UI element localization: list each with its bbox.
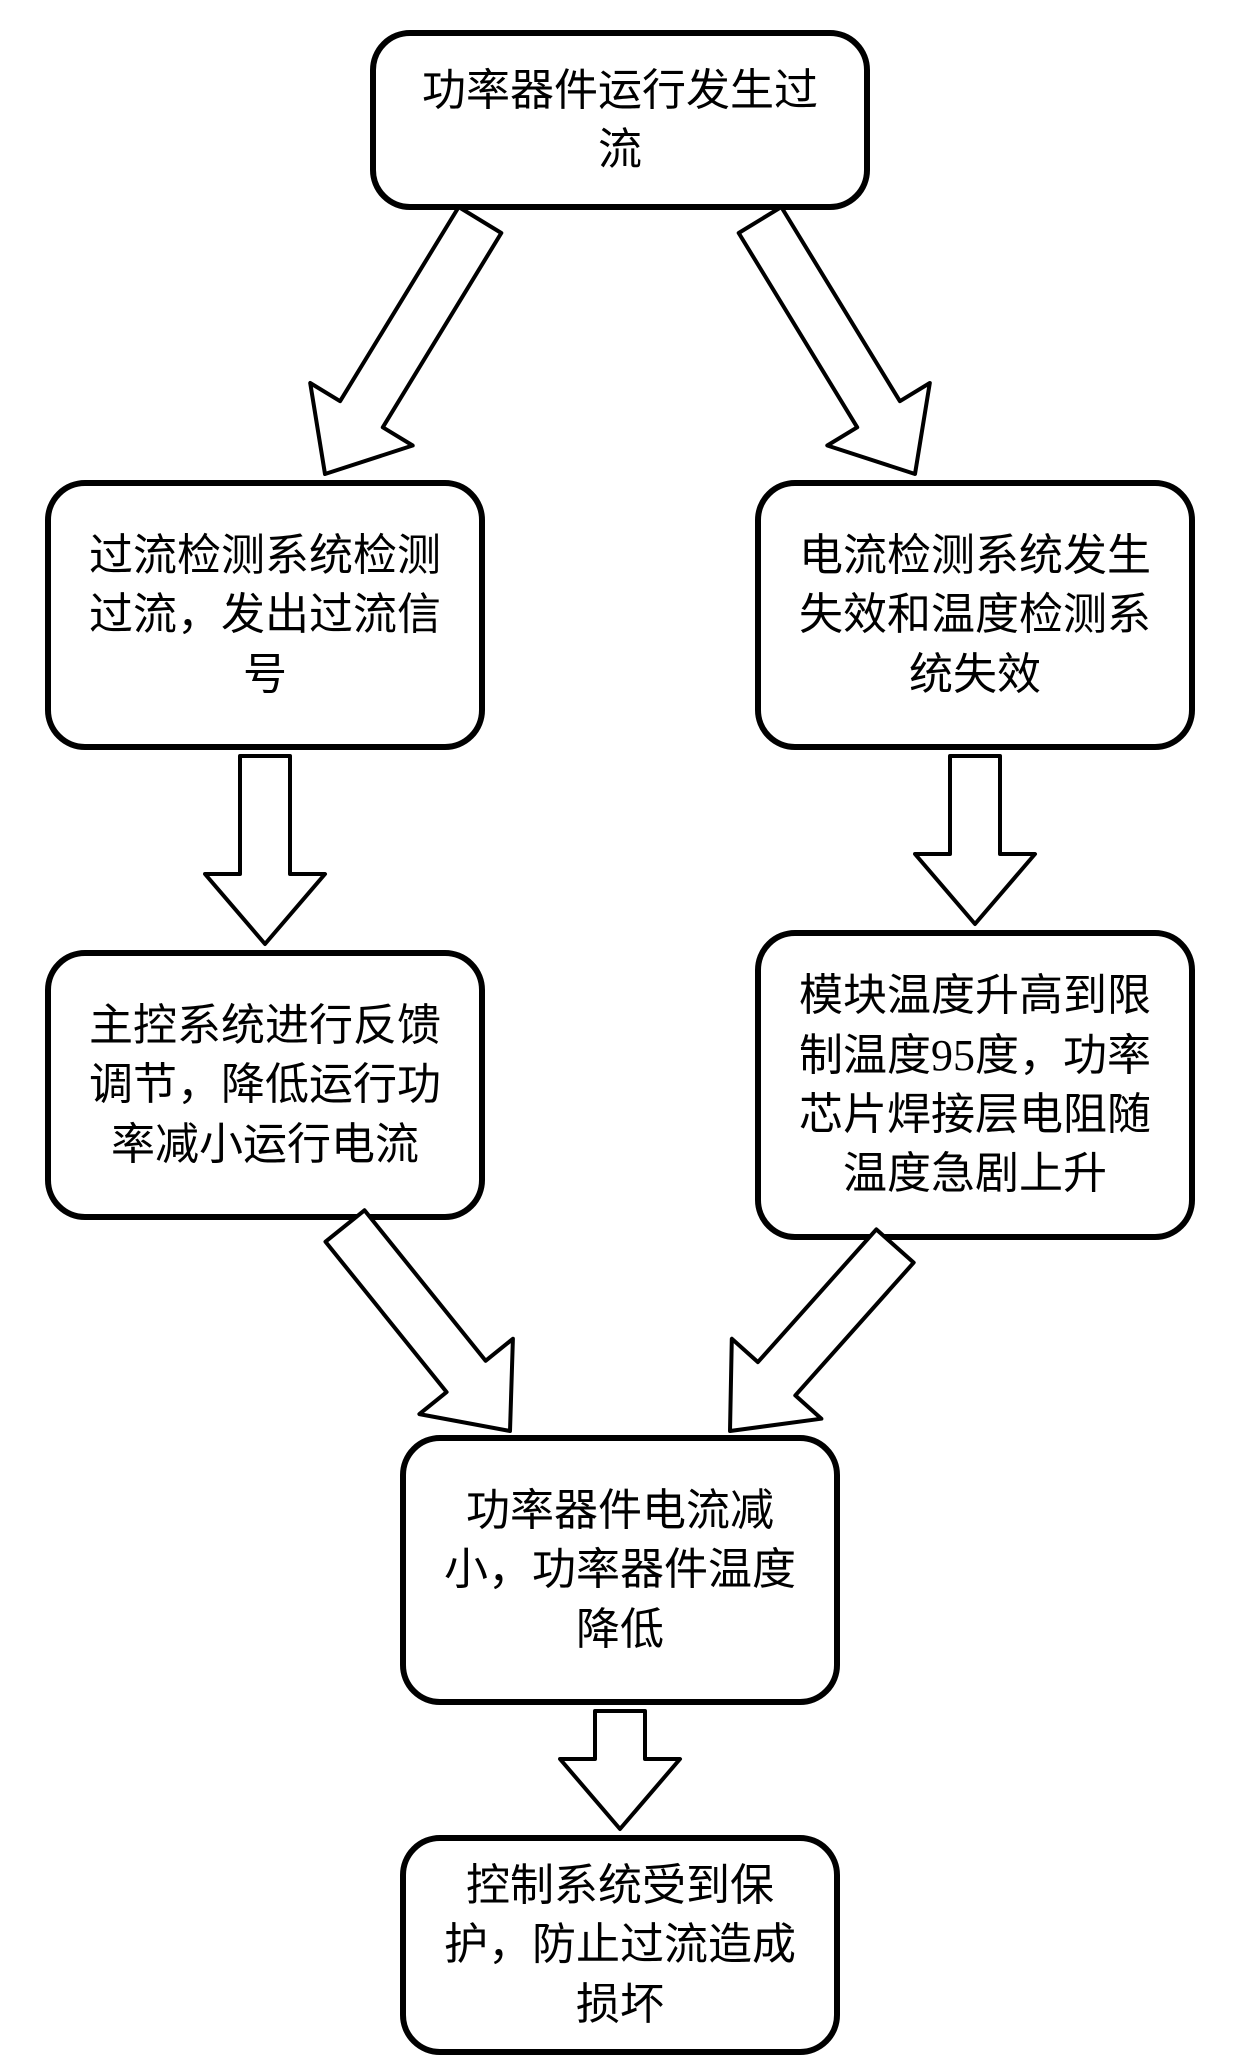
arrow-n4-n6 (326, 1210, 513, 1431)
node-label: 过流检测系统检测过流，发出过流信号 (79, 526, 451, 704)
node-protected: 控制系统受到保护，防止过流造成损坏 (400, 1835, 840, 2055)
node-start: 功率器件运行发生过流 (370, 30, 870, 210)
arrow-n2-n4 (205, 756, 325, 944)
node-label: 控制系统受到保护，防止过流造成损坏 (434, 1856, 806, 2034)
arrow-n3-n5 (915, 756, 1035, 924)
node-temp-rise: 模块温度升高到限制温度95度，功率芯片焊接层电阻随温度急剧上升 (755, 930, 1195, 1240)
node-detect-overcurrent: 过流检测系统检测过流，发出过流信号 (45, 480, 485, 750)
arrow-n1-n2 (310, 207, 501, 474)
node-current-drop: 功率器件电流减小，功率器件温度降低 (400, 1435, 840, 1705)
arrow-n5-n6 (730, 1229, 914, 1431)
arrow-n1-n3 (739, 207, 930, 474)
node-label: 电流检测系统发生失效和温度检测系统失效 (789, 526, 1161, 704)
node-label: 功率器件电流减小，功率器件温度降低 (434, 1481, 806, 1659)
node-label: 主控系统进行反馈调节，降低运行功率减小运行电流 (79, 996, 451, 1174)
arrow-n6-n7 (560, 1711, 680, 1829)
node-label: 模块温度升高到限制温度95度，功率芯片焊接层电阻随温度急剧上升 (789, 966, 1161, 1204)
node-feedback-adjust: 主控系统进行反馈调节，降低运行功率减小运行电流 (45, 950, 485, 1220)
node-label: 功率器件运行发生过流 (404, 61, 836, 180)
node-system-fail: 电流检测系统发生失效和温度检测系统失效 (755, 480, 1195, 750)
